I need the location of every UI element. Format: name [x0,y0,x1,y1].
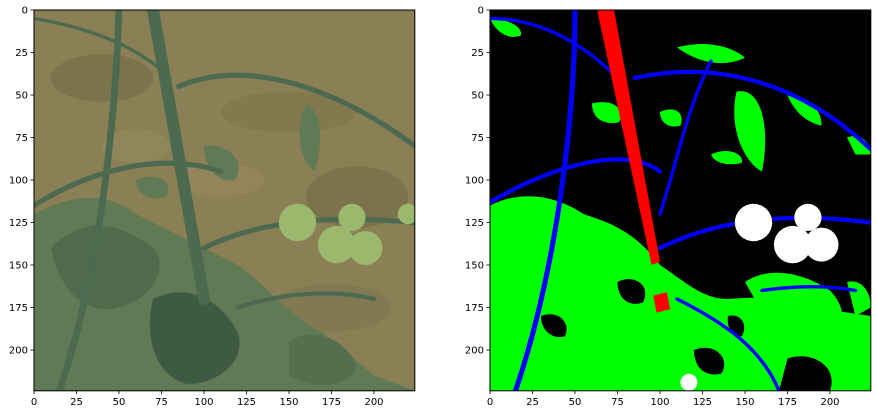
right-y-tick-label-150: 150 [465,261,484,272]
right-y-tick-label-75: 75 [471,133,484,144]
right-image-panel [489,9,872,392]
left-y-tick-label-50: 50 [15,91,28,102]
right-x-tick-label-150: 150 [735,397,754,408]
right-y-tick-label-100: 100 [465,176,484,187]
photo-leaves [34,103,415,391]
left-y-tick-label-175: 175 [9,303,28,314]
right-x-tick-label-125: 125 [693,397,712,408]
left-axes: 0 25 50 75 100 125 150 175 200 0 25 50 75 100 125 150 17… [9,6,384,408]
left-x-tick-label-200: 200 [364,397,383,408]
right-y-tick-label-25: 25 [471,48,484,59]
mask-fruits [680,203,839,391]
left-x-tick-label-150: 150 [279,397,298,408]
left-x-tick-label-25: 25 [70,397,83,408]
right-x-tick-label-100: 100 [650,397,669,408]
left-y-tick-label-150: 150 [9,261,28,272]
right-y-tick-label-0: 0 [478,6,484,17]
right-x-tick-label-50: 50 [569,397,582,408]
photo-fruits [278,203,415,265]
left-x-tick-label-50: 50 [113,397,126,408]
right-axes: 0 25 50 75 100 125 150 175 200 0 25 50 75 100 125 150 17… [465,6,840,408]
left-x-tick-label-175: 175 [322,397,341,408]
photo-stems [34,10,415,391]
right-x-tick-label-25: 25 [526,397,539,408]
left-axes-frame [33,9,416,392]
mask-main-stem [597,10,671,313]
mask-stems [490,10,871,391]
left-x-tick-label-0: 0 [31,397,37,408]
right-x-tick-label-75: 75 [611,397,624,408]
right-y-tick-label-175: 175 [465,303,484,314]
left-y-tick-label-200: 200 [9,346,28,357]
left-y-tick-label-125: 125 [9,218,28,229]
mask-leaves [490,18,871,391]
left-x-tick-label-125: 125 [237,397,256,408]
right-axes-frame [489,9,872,392]
mask-gaps [541,279,832,391]
right-x-tick-label-0: 0 [487,397,493,408]
right-x-tick-label-175: 175 [778,397,797,408]
left-y-tick-label-75: 75 [15,133,28,144]
left-y-tick-label-0: 0 [22,6,28,17]
right-x-tick-label-200: 200 [820,397,839,408]
left-x-tick-label-100: 100 [194,397,213,408]
right-y-tick-label-125: 125 [465,218,484,229]
left-image-panel [33,9,416,392]
right-y-tick-label-200: 200 [465,346,484,357]
right-y-tick-label-50: 50 [471,91,484,102]
left-y-tick-label-100: 100 [9,176,28,187]
left-x-tick-label-75: 75 [155,397,168,408]
left-y-tick-label-25: 25 [15,48,28,59]
